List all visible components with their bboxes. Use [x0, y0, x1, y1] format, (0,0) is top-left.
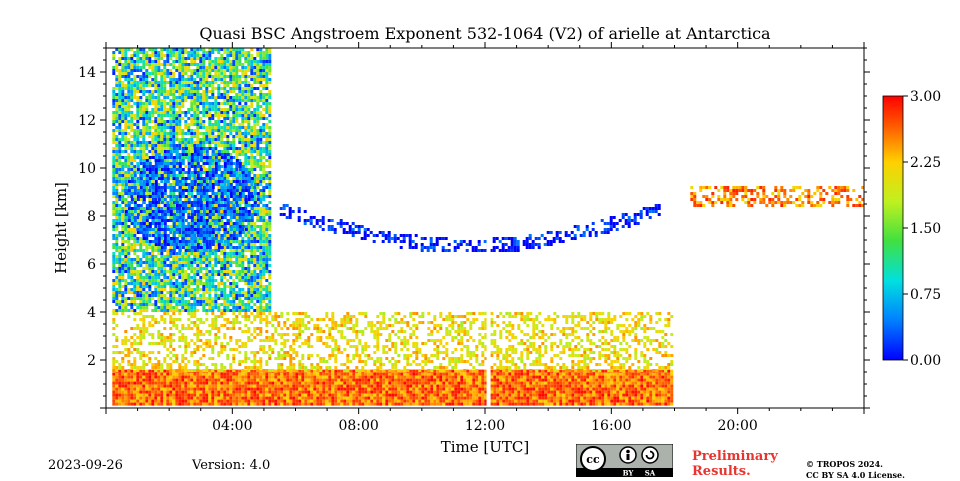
x-tick-label: 08:00	[338, 418, 378, 434]
colorbar-tick-label: 3.00	[910, 89, 941, 105]
region-thin-cirrus	[280, 204, 661, 252]
region-lower-aerosol	[112, 312, 673, 372]
copyright-note: © TROPOS 2024. CC BY SA 4.0 License.	[806, 459, 905, 481]
y-tick-label: 8	[87, 209, 96, 225]
y-tick-label: 10	[78, 161, 96, 177]
region-boundary-layer	[112, 370, 673, 406]
x-tick-label: 04:00	[212, 418, 252, 434]
x-tick-label: 12:00	[465, 418, 505, 434]
y-tick-label: 12	[78, 113, 96, 129]
x-tick-label: 16:00	[591, 418, 631, 434]
license-badge: cc BY SA	[576, 444, 673, 477]
cc-text: cc	[586, 453, 600, 466]
preliminary-results-note: Preliminary Results.	[692, 449, 778, 479]
version-label: Version: 4.0	[192, 458, 270, 473]
x-tick-label: 20:00	[717, 418, 757, 434]
y-tick-label: 4	[87, 305, 96, 321]
sa-text: SA	[645, 469, 656, 478]
copyright-line-2: CC BY SA 4.0 License.	[806, 470, 905, 481]
heatmap-area	[112, 48, 864, 408]
colorbar-tick-label: 2.25	[910, 155, 941, 171]
copyright-line-1: © TROPOS 2024.	[806, 459, 905, 470]
colorbar-tick-label: 0.75	[910, 287, 941, 303]
date-label: 2023-09-26	[48, 458, 123, 473]
colorbar-tick-label: 0.00	[910, 353, 941, 369]
colorbar-tick-label: 1.50	[910, 221, 941, 237]
colorbar	[883, 96, 903, 360]
region-late-cloud	[690, 186, 864, 207]
share-alike-icon	[642, 447, 658, 463]
y-tick-label: 6	[87, 257, 96, 273]
by-text: BY	[623, 469, 635, 478]
x-axis-label: Time [UTC]	[441, 438, 530, 456]
y-axis-label: Height [km]	[52, 182, 70, 274]
preliminary-line-2: Results.	[692, 464, 778, 479]
y-tick-label: 2	[87, 353, 96, 369]
preliminary-line-1: Preliminary	[692, 449, 778, 464]
data-gap	[487, 48, 491, 408]
y-tick-label: 14	[78, 65, 96, 81]
